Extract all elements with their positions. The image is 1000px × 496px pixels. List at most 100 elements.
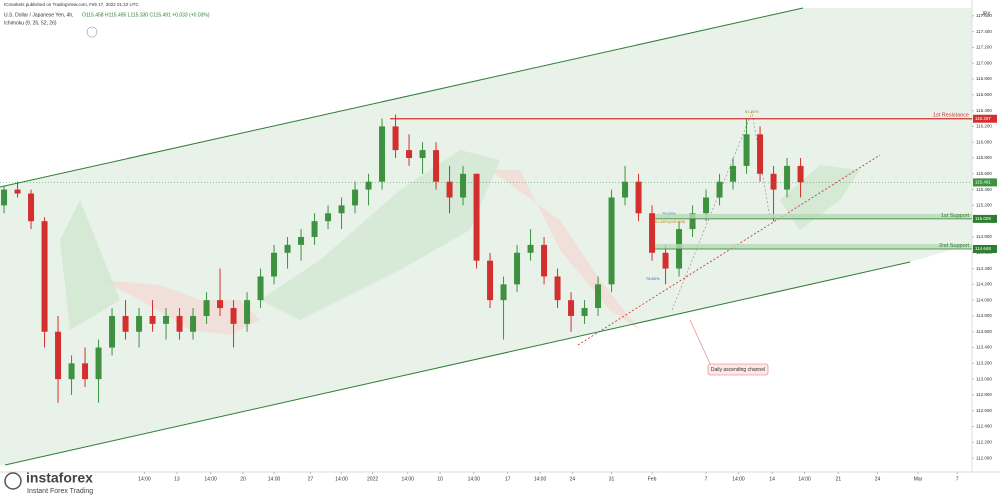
x-tick-label: 21 (836, 476, 842, 482)
price-tag (973, 178, 997, 187)
x-tick-label: 7 (705, 476, 708, 482)
x-tick-label: 20 (240, 476, 246, 482)
x-tick-label: 14:00 (335, 476, 348, 482)
callout-line (689, 319, 713, 369)
y-tick-label: 112.000 (976, 455, 992, 460)
x-tick-label: 24 (570, 476, 576, 482)
candle-body (689, 213, 696, 230)
candle-body (514, 252, 521, 285)
candle-body (406, 150, 413, 158)
y-tick-label: 113.800 (976, 313, 992, 318)
x-tick-label: 17 (505, 476, 511, 482)
candle-body (365, 181, 372, 190)
y-tick-label: 114.200 (976, 282, 992, 287)
candle-body (352, 189, 359, 206)
y-tick-label: 116.000 (976, 139, 992, 144)
x-tick-label: 31 (609, 476, 615, 482)
candle-body (608, 197, 615, 285)
currency: JPY (981, 11, 991, 17)
support-zone (655, 213, 972, 219)
x-tick-label: 27 (308, 476, 314, 482)
y-tick-label: 112.400 (976, 424, 992, 429)
trendline (577, 154, 881, 346)
candle-body (122, 315, 129, 332)
channel-upper (0, 7, 804, 188)
y-tick-label: 113.600 (976, 329, 992, 334)
candle-body (257, 276, 264, 301)
candle-body (190, 315, 197, 332)
channel-lower (4, 261, 911, 466)
y-tick-label: 117.000 (976, 60, 992, 65)
candle-body (730, 165, 737, 182)
level-name: 1st Resistance (933, 113, 969, 119)
publisher: ICmarkets published on TradingView.com, … (4, 2, 139, 7)
candle-body (487, 260, 494, 301)
ichimoku-cloud (60, 200, 120, 330)
y-tick-label: 115.600 (976, 171, 992, 176)
icon (86, 26, 98, 38)
y-tick-label: 115.800 (976, 155, 992, 160)
ichimoku-cloud (490, 170, 640, 330)
candle-body (68, 363, 75, 380)
level-name: 1st Support (941, 213, 970, 219)
candle-body (176, 315, 183, 332)
candle-body (419, 150, 426, 158)
candle-body (743, 134, 750, 166)
x-tick-label: 14:00 (732, 476, 745, 482)
x-tick-label: 14:00 (138, 476, 151, 482)
candle-body (581, 308, 588, 316)
ichimoku-cloud (100, 280, 260, 335)
y-tick-label: 114.000 (976, 297, 992, 302)
candle-body (203, 300, 210, 316)
candle-body (14, 189, 21, 194)
x-tick-label: 2022 (367, 476, 378, 482)
price-axis (972, 0, 1000, 472)
candle-body (446, 181, 453, 198)
candle-body (527, 244, 534, 253)
y-tick-label: 114.800 (976, 234, 992, 239)
y-tick-label: 116.600 (976, 92, 992, 97)
candle-body (433, 150, 440, 182)
x-tick-label: 14:00 (268, 476, 281, 482)
channel-fill (0, 8, 972, 466)
y-tick-label: 115.400 (976, 187, 992, 192)
y-tick-label: 113.200 (976, 361, 992, 366)
candle-body (649, 213, 656, 253)
candle-body (554, 276, 561, 301)
candle-body (622, 181, 629, 198)
price-tag (973, 114, 997, 123)
candle-body (392, 126, 399, 151)
ichimoku-cloud (780, 165, 860, 230)
candle-body (1, 189, 8, 206)
candle-body (379, 126, 386, 182)
candle-body (311, 221, 318, 237)
candle-body (149, 315, 156, 324)
x-tick-label: Feb (648, 476, 657, 482)
ichimoku-cloud (260, 150, 500, 320)
price-tag (973, 244, 997, 253)
candle-body (325, 213, 332, 222)
x-tick-label: 7 (956, 476, 959, 482)
indicator: Ichimoku (9, 26, 52, 26) (4, 20, 57, 26)
fib-label: 78.60% (662, 211, 676, 216)
x-tick-label: 14 (769, 476, 775, 482)
candle-body (55, 331, 62, 380)
y-tick-label: 116.400 (976, 108, 992, 113)
candle-body (217, 300, 224, 309)
chart-title: U.S. Dollar / Japanese Yen, 4h, (4, 12, 74, 18)
support-zone (655, 243, 972, 249)
y-tick-label: 113.400 (976, 345, 992, 350)
candle-body (244, 300, 251, 324)
candle-body (460, 173, 467, 198)
x-tick-label: 14:00 (468, 476, 481, 482)
level-name: 2nd Support (939, 243, 969, 249)
candle-body (298, 236, 305, 245)
price-tag (973, 214, 997, 223)
y-tick-label: 113.000 (976, 376, 992, 381)
candle-body (338, 205, 345, 214)
fib-label: 61.80% (745, 109, 759, 114)
candle-body (28, 193, 35, 222)
brand-tagline: Instant Forex Trading (27, 488, 93, 495)
x-tick-label: 10 (437, 476, 443, 482)
